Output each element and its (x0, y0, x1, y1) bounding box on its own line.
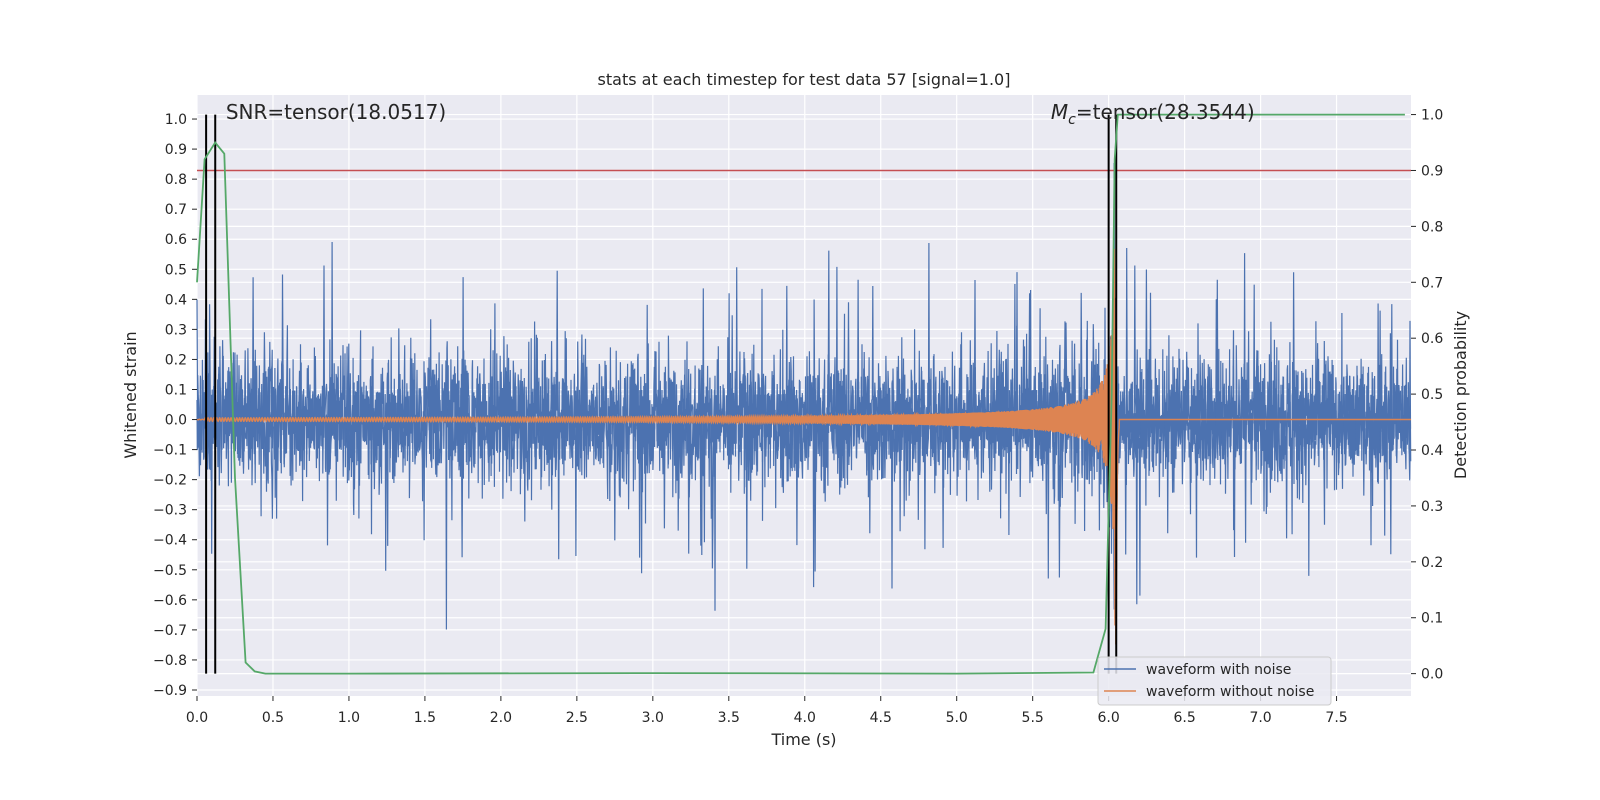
vertical-markers (205, 114, 1118, 674)
y-right-tick-label-10: 0.0 (1421, 667, 1443, 683)
x-tick-label-13: 6.5 (1173, 710, 1195, 726)
x-tick-label-12: 6.0 (1098, 710, 1120, 726)
x-tick-label-15: 7.5 (1325, 710, 1347, 726)
y-left-tick-label-0: 1.0 (165, 112, 187, 128)
chirp-mass-value: =tensor(28.3544) (1076, 100, 1255, 124)
x-axis-ticks: 0.0 0.5 1.0 1.5 2.0 2.5 3.0 3.5 4.0 4.5 5.0 5.5 6.0 6… (186, 696, 1348, 726)
x-tick-label-4: 2.0 (490, 710, 512, 726)
y-left-axis-ticks: 1.0 0.9 0.8 0.7 0.6 0.5 0.4 0.3 0.2 0.1 0.0 −0.1 −0.… (153, 112, 197, 699)
y-left-tick-label-15: −0.5 (153, 563, 187, 579)
x-tick-label-2: 1.0 (338, 710, 360, 726)
y-left-tick-label-18: −0.8 (153, 653, 187, 669)
x-tick-label-14: 7.0 (1249, 710, 1271, 726)
x-tick-label-11: 5.5 (1022, 710, 1044, 726)
y-left-tick-label-13: −0.3 (153, 503, 187, 519)
x-axis-label: Time (s) (770, 730, 836, 749)
y-right-tick-label-0: 1.0 (1421, 108, 1443, 124)
y-left-tick-label-5: 0.5 (165, 262, 187, 278)
y-right-tick-label-6: 0.4 (1421, 443, 1443, 459)
y-right-tick-label-3: 0.7 (1421, 275, 1443, 291)
y-left-tick-label-10: 0.0 (165, 413, 187, 429)
series-detection-probability (196, 113, 1405, 675)
y-left-tick-label-6: 0.4 (165, 292, 187, 308)
y-left-tick-label-17: −0.7 (153, 623, 187, 639)
x-tick-label-5: 2.5 (566, 710, 588, 726)
y-left-tick-label-3: 0.7 (165, 202, 187, 218)
chirp-mass-subscript: c (1068, 112, 1076, 128)
x-tick-label-1: 0.5 (262, 710, 284, 726)
chirp-mass-symbol: M (1051, 100, 1068, 124)
x-tick-label-8: 4.0 (794, 710, 816, 726)
y-left-tick-label-14: −0.4 (153, 533, 187, 549)
y-left-tick-label-4: 0.6 (165, 232, 187, 248)
y-right-tick-label-7: 0.3 (1421, 499, 1443, 515)
legend-label-clean: waveform without noise (1146, 684, 1314, 700)
snr-annotation: SNR=tensor(18.0517) (226, 100, 446, 124)
x-tick-label-6: 3.0 (642, 710, 664, 726)
x-tick-label-3: 1.5 (414, 710, 436, 726)
y-left-tick-label-12: −0.2 (153, 473, 187, 489)
x-tick-label-9: 4.5 (870, 710, 892, 726)
x-tick-label-10: 5.0 (946, 710, 968, 726)
legend-box (1097, 656, 1332, 706)
y-right-axis-ticks: 1.0 0.9 0.8 0.7 0.6 0.5 0.4 0.3 0.2 0.1 0.0 (1411, 108, 1443, 683)
y-left-tick-label-7: 0.3 (165, 322, 187, 338)
y-right-tick-label-2: 0.8 (1421, 219, 1443, 235)
x-tick-label-7: 3.5 (718, 710, 740, 726)
y-left-tick-label-19: −0.9 (153, 683, 187, 699)
x-tick-label-0: 0.0 (186, 710, 208, 726)
chirp-mass-annotation: Mc=tensor(28.3544) (1051, 100, 1255, 128)
y-right-tick-label-9: 0.1 (1421, 611, 1443, 627)
y-right-tick-label-1: 0.9 (1421, 163, 1443, 179)
legend-label-noise: waveform with noise (1146, 662, 1291, 678)
y-left-tick-label-11: −0.1 (153, 443, 187, 459)
y-left-tick-label-1: 0.9 (165, 142, 187, 158)
chart-title: stats at each timestep for test data 57 … (598, 70, 1011, 89)
y-left-axis-label: Whitened strain (121, 331, 140, 458)
y-right-axis-label: Detection probability (1451, 311, 1470, 479)
y-right-tick-label-8: 0.2 (1421, 555, 1443, 571)
legend: waveform with noise waveform without noi… (1097, 656, 1332, 706)
y-right-tick-label-4: 0.6 (1421, 331, 1443, 347)
y-right-tick-label-5: 0.5 (1421, 387, 1443, 403)
y-left-tick-label-8: 0.2 (165, 352, 187, 368)
series-waveform-without-noise (196, 248, 1411, 645)
y-left-tick-label-2: 0.8 (165, 172, 187, 188)
y-left-tick-label-16: −0.6 (153, 593, 187, 609)
y-left-tick-label-9: 0.1 (165, 382, 187, 398)
